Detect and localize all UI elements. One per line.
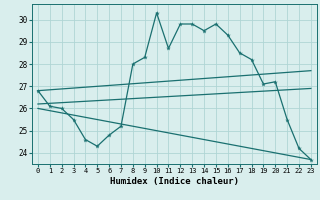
- X-axis label: Humidex (Indice chaleur): Humidex (Indice chaleur): [110, 177, 239, 186]
